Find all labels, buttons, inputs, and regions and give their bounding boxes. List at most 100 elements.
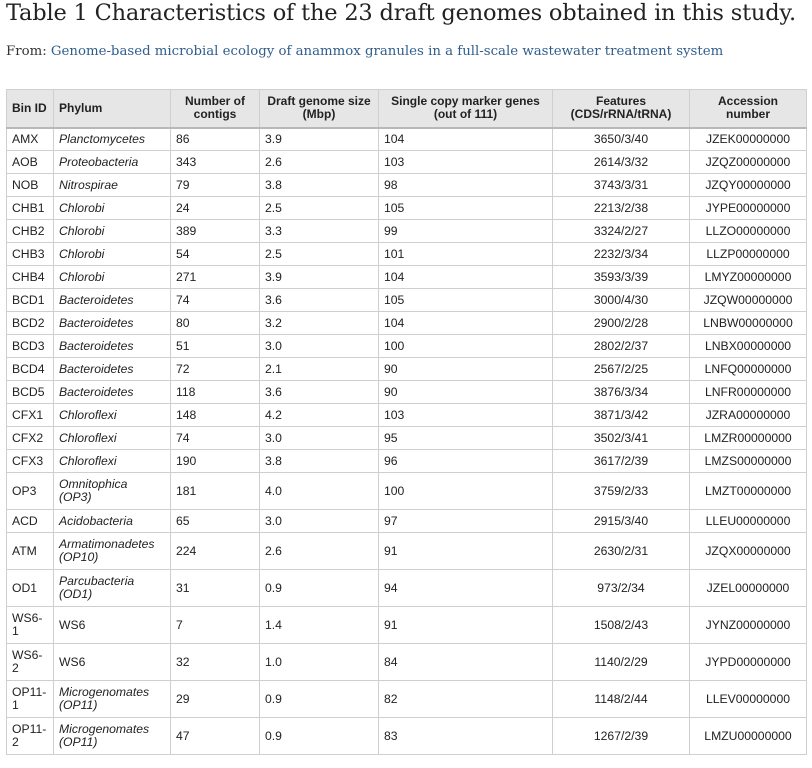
cell-accession: LNBW00000000 (689, 311, 807, 335)
phylum-name: Omnitophica (59, 477, 128, 491)
cell-accession: LMYZ00000000 (689, 265, 807, 289)
cell-features: 2915/3/40 (552, 509, 690, 533)
header-phylum: Phylum (53, 89, 171, 129)
cell-features: 3743/3/31 (552, 173, 690, 197)
cell-genome-size: 3.9 (259, 127, 379, 151)
cell-marker-genes: 95 (378, 426, 553, 450)
cell-contigs: 389 (170, 219, 260, 243)
cell-phylum: Acidobacteria (53, 509, 171, 533)
cell-bin-id: BCD4 (6, 357, 54, 381)
table-row: WS6- 2 WS6 32 1.0 84 1140/2/29 JYPD00000000 (6, 643, 807, 681)
table-row: CHB2 Chlorobi 389 3.3 99 3324/2/27 LLZO0000000… (6, 219, 807, 243)
cell-features: 2567/2/25 (552, 357, 690, 381)
cell-accession: LMZR00000000 (689, 426, 807, 450)
cell-accession: JZQX00000000 (689, 532, 807, 570)
header-accession: Accession number (689, 89, 807, 129)
genome-table: Bin ID Phylum Number of contigs Draft ge… (6, 89, 807, 755)
cell-genome-size: 3.6 (259, 288, 379, 312)
cell-marker-genes: 104 (378, 265, 553, 289)
cell-marker-genes: 100 (378, 334, 553, 358)
cell-phylum: Planctomycetes (53, 127, 171, 151)
cell-features: 1267/2/39 (552, 717, 690, 755)
header-marker-genes: Single copy marker genes (out of 111) (378, 89, 553, 129)
cell-phylum: Bacteroidetes (53, 380, 171, 404)
cell-marker-genes: 83 (378, 717, 553, 755)
cell-phylum: Chlorobi (53, 265, 171, 289)
cell-genome-size: 2.5 (259, 242, 379, 266)
cell-genome-size: 2.6 (259, 150, 379, 174)
phylum-subgroup: (OP10) (59, 550, 99, 564)
phylum-subgroup: (OD1) (59, 587, 93, 601)
cell-features: 1148/2/44 (552, 680, 690, 718)
cell-phylum: Microgenomates (OP11) (53, 717, 171, 755)
header-row: Bin ID Phylum Number of contigs Draft ge… (6, 89, 807, 129)
cell-phylum: Chloroflexi (53, 403, 171, 427)
cell-phylum: Omnitophica (OP3) (53, 472, 171, 510)
cell-features: 2630/2/31 (552, 532, 690, 570)
cell-features: 3759/2/33 (552, 472, 690, 510)
cell-bin-id: CHB1 (6, 196, 54, 220)
cell-contigs: 51 (170, 334, 260, 358)
table-row: AMX Planctomycetes 86 3.9 104 3650/3/40 JZEK00… (6, 127, 807, 151)
cell-contigs: 72 (170, 357, 260, 381)
cell-accession: LNBX00000000 (689, 334, 807, 358)
cell-contigs: 31 (170, 569, 260, 607)
cell-genome-size: 4.2 (259, 403, 379, 427)
cell-bin-id: BCD2 (6, 311, 54, 335)
cell-genome-size: 0.9 (259, 680, 379, 718)
cell-genome-size: 3.0 (259, 334, 379, 358)
cell-contigs: 47 (170, 717, 260, 755)
table-row: NOB Nitrospirae 79 3.8 98 3743/3/31 JZQY000000… (6, 173, 807, 197)
cell-bin-id: AOB (6, 150, 54, 174)
cell-features: 3617/2/39 (552, 449, 690, 473)
cell-phylum: Nitrospirae (53, 173, 171, 197)
cell-bin-id: CHB3 (6, 242, 54, 266)
cell-features: 2900/2/28 (552, 311, 690, 335)
cell-marker-genes: 91 (378, 606, 553, 644)
cell-genome-size: 3.9 (259, 265, 379, 289)
cell-contigs: 65 (170, 509, 260, 533)
cell-marker-genes: 103 (378, 403, 553, 427)
cell-genome-size: 3.6 (259, 380, 379, 404)
cell-accession: JZQY00000000 (689, 173, 807, 197)
phylum-name: Armatimonadetes (59, 537, 155, 551)
cell-bin-id: BCD5 (6, 380, 54, 404)
source-prefix: From: (6, 44, 51, 59)
table-row: OP3 Omnitophica (OP3) 181 4.0 100 3759/2/33 LMZ… (6, 472, 807, 510)
cell-genome-size: 3.8 (259, 449, 379, 473)
cell-accession: LLZP00000000 (689, 242, 807, 266)
cell-features: 3000/4/30 (552, 288, 690, 312)
cell-genome-size: 1.0 (259, 643, 379, 681)
cell-bin-id: OP11- 1 (6, 680, 54, 718)
cell-accession: JZQZ00000000 (689, 150, 807, 174)
cell-accession: JYPD00000000 (689, 643, 807, 681)
cell-features: 3650/3/40 (552, 127, 690, 151)
table-row: CFX3 Chloroflexi 190 3.8 96 3617/2/39 LMZS0000… (6, 449, 807, 473)
table-row: BCD5 Bacteroidetes 118 3.6 90 3876/3/34 LNFR00… (6, 380, 807, 404)
cell-bin-id: OP11- 2 (6, 717, 54, 755)
cell-accession: JYNZ00000000 (689, 606, 807, 644)
cell-features: 3593/3/39 (552, 265, 690, 289)
cell-accession: JZEL00000000 (689, 569, 807, 607)
cell-accession: JYPE00000000 (689, 196, 807, 220)
cell-bin-id: WS6- 1 (6, 606, 54, 644)
cell-features: 2232/3/34 (552, 242, 690, 266)
cell-marker-genes: 96 (378, 449, 553, 473)
cell-phylum: Chlorobi (53, 242, 171, 266)
cell-accession: LNFQ00000000 (689, 357, 807, 381)
phylum-name: Microgenomates (59, 722, 150, 736)
cell-marker-genes: 104 (378, 127, 553, 151)
cell-accession: LMZS00000000 (689, 449, 807, 473)
table-row: BCD4 Bacteroidetes 72 2.1 90 2567/2/25 LNFQ000… (6, 357, 807, 381)
cell-contigs: 24 (170, 196, 260, 220)
source-article-link[interactable]: Genome-based microbial ecology of anammo… (50, 44, 724, 59)
cell-genome-size: 3.2 (259, 311, 379, 335)
cell-phylum: Bacteroidetes (53, 288, 171, 312)
cell-contigs: 29 (170, 680, 260, 718)
header-bin-id: Bin ID (6, 89, 54, 129)
cell-phylum: WS6 (53, 643, 171, 681)
cell-marker-genes: 91 (378, 532, 553, 570)
cell-phylum: Bacteroidetes (53, 311, 171, 335)
cell-features: 3871/3/42 (552, 403, 690, 427)
